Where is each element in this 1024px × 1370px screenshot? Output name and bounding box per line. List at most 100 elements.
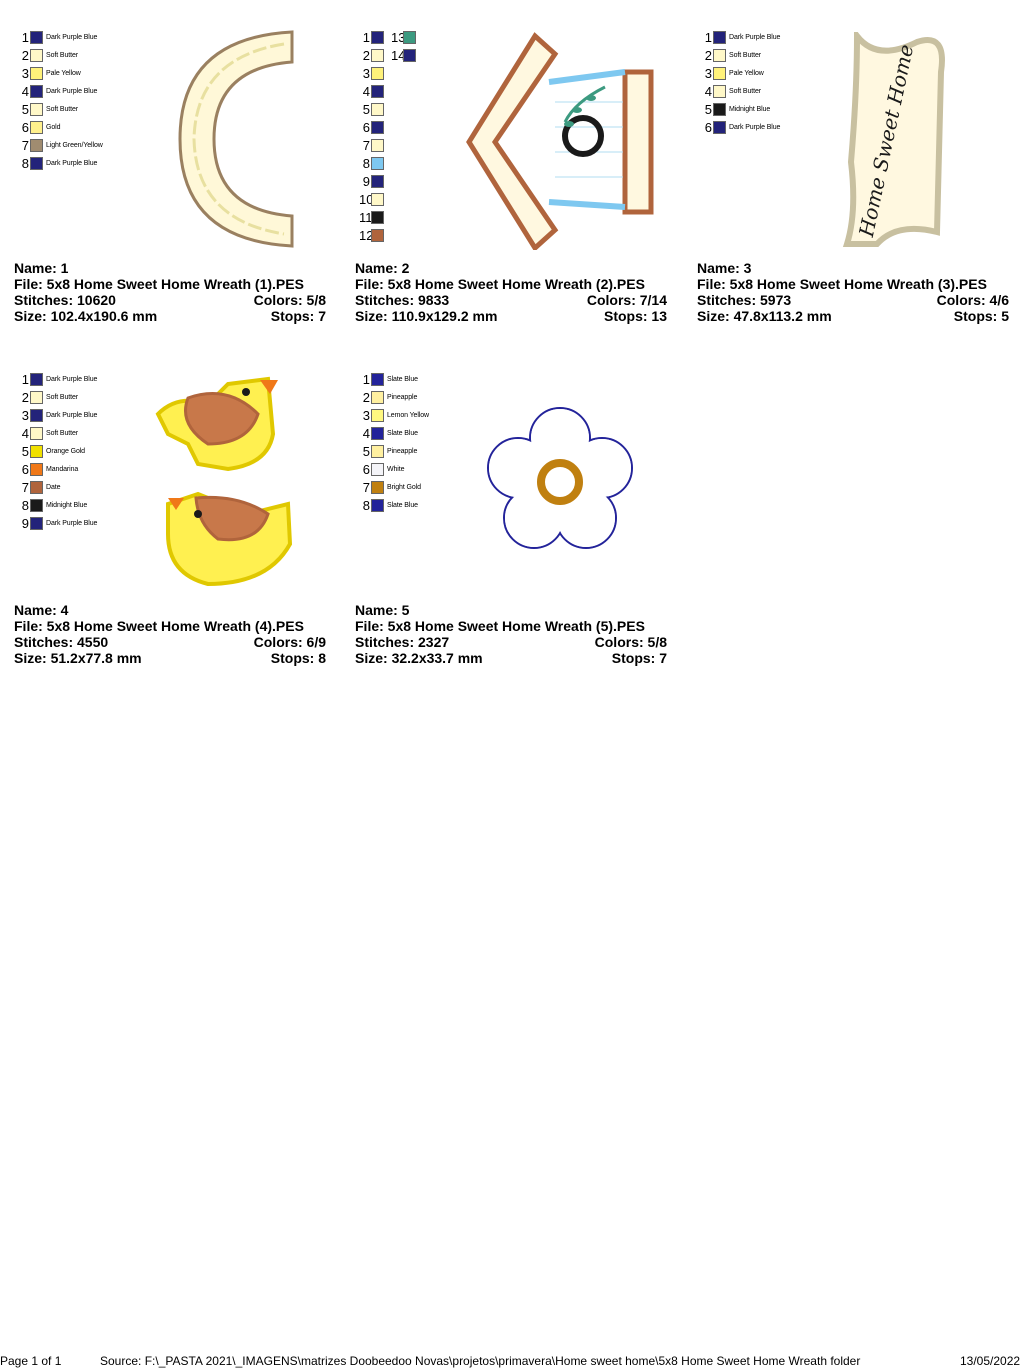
color-swatch	[371, 138, 384, 152]
color-name: Gold	[46, 123, 61, 131]
color-row: 6 Gold	[18, 118, 61, 136]
design-colors: Colors: 7/14	[586, 292, 667, 308]
color-number: 5	[21, 443, 29, 459]
color-swatch	[371, 210, 384, 224]
color-number: 6	[21, 119, 29, 135]
design-colors: Colors: 5/8	[594, 634, 667, 650]
source-path: Source: F:\_PASTA 2021\_IMAGENS\matrizes…	[100, 1354, 861, 1368]
color-name: Pineapple	[387, 393, 418, 401]
color-number: 12	[359, 227, 374, 243]
color-name: Soft Butter	[729, 51, 761, 59]
color-swatch	[371, 228, 384, 242]
design-stitches: Stitches: 5973	[697, 292, 792, 308]
color-row: 8 Slate Blue	[359, 496, 418, 514]
color-swatch	[371, 498, 384, 512]
color-row: 3 Pale Yellow	[701, 64, 764, 82]
design-size: Size: 110.9x129.2 mm	[355, 308, 498, 324]
letter-c-icon	[178, 30, 294, 248]
color-row: 3	[359, 64, 387, 82]
design-info: Name: 2 File: 5x8 Home Sweet Home Wreath…	[355, 260, 667, 324]
color-swatch	[371, 480, 384, 494]
color-swatch	[30, 30, 43, 44]
color-swatch	[30, 66, 43, 80]
color-swatch	[371, 102, 384, 116]
color-row: 7	[359, 136, 387, 154]
color-swatch	[30, 516, 43, 530]
color-row: 4 Soft Butter	[18, 424, 78, 442]
color-row: 4	[359, 82, 387, 100]
color-swatch	[30, 426, 43, 440]
color-name: Dark Purple Blue	[46, 33, 98, 41]
design-card-1: 1 Dark Purple Blue 2 Soft Butter 3 Pale Yello…	[14, 28, 334, 338]
design-file: File: 5x8 Home Sweet Home Wreath (3).PES	[697, 276, 987, 292]
color-row: 1 Dark Purple Blue	[701, 28, 781, 46]
color-name: Soft Butter	[46, 393, 78, 401]
color-number: 4	[21, 83, 29, 99]
color-name: Soft Butter	[46, 105, 78, 113]
color-name: Dark Purple Blue	[46, 375, 98, 383]
color-swatch	[371, 408, 384, 422]
color-number: 9	[362, 173, 370, 189]
color-row: 6 Dark Purple Blue	[701, 118, 781, 136]
color-swatch	[713, 66, 726, 80]
color-swatch	[371, 48, 384, 62]
color-row: 10	[359, 190, 387, 208]
color-swatch	[713, 120, 726, 134]
color-swatch	[30, 498, 43, 512]
color-swatch	[30, 480, 43, 494]
color-number: 4	[362, 425, 370, 441]
color-row: 5 Pineapple	[359, 442, 418, 460]
color-name: Slate Blue	[387, 429, 418, 437]
color-number: 3	[362, 65, 370, 81]
print-date: 13/05/2022	[960, 1354, 1021, 1368]
color-row: 2 Soft Butter	[18, 388, 78, 406]
design-card-5: 1 Slate Blue 2 Pineapple 3 Lemon Yellow 4 Slate…	[355, 370, 675, 680]
color-row: 8 Dark Purple Blue	[18, 154, 98, 172]
color-number: 3	[21, 65, 29, 81]
design-file: File: 5x8 Home Sweet Home Wreath (4).PES	[14, 618, 304, 634]
color-swatch	[371, 174, 384, 188]
design-file: File: 5x8 Home Sweet Home Wreath (5).PES	[355, 618, 645, 634]
color-swatch	[371, 372, 384, 386]
color-number: 2	[21, 47, 29, 63]
color-row: 4 Dark Purple Blue	[18, 82, 98, 100]
color-name: Dark Purple Blue	[729, 33, 781, 41]
design-card-3: 1 Dark Purple Blue 2 Soft Butter 3 Pale Yello…	[697, 28, 1017, 338]
color-row: 12	[359, 226, 387, 244]
color-swatch	[371, 462, 384, 476]
design-colors: Colors: 5/8	[253, 292, 326, 308]
color-number: 8	[362, 155, 370, 171]
color-number: 5	[704, 101, 712, 117]
color-number: 1	[362, 371, 370, 387]
design-stitches: Stitches: 4550	[14, 634, 109, 650]
color-number: 5	[362, 443, 370, 459]
color-swatch	[30, 156, 43, 170]
color-name: Pale Yellow	[729, 69, 764, 77]
color-number: 7	[362, 479, 370, 495]
birdhouse-icon	[466, 32, 654, 250]
color-row: 6 White	[359, 460, 405, 478]
banner-icon: Home Sweet Home	[842, 32, 945, 247]
color-swatch	[371, 30, 384, 44]
color-swatch	[713, 84, 726, 98]
color-swatch	[30, 390, 43, 404]
birds-icon	[155, 376, 293, 587]
color-row: 4 Soft Butter	[701, 82, 761, 100]
color-number: 2	[704, 47, 712, 63]
color-number: 8	[362, 497, 370, 513]
design-size: Size: 51.2x77.8 mm	[14, 650, 142, 666]
design-stops: Stops: 5	[953, 308, 1009, 324]
design-card-4: 1 Dark Purple Blue 2 Soft Butter 3 Dark Purpl…	[14, 370, 334, 680]
color-row: 3 Lemon Yellow	[359, 406, 429, 424]
color-row: 3 Dark Purple Blue	[18, 406, 98, 424]
color-number: 14	[391, 47, 406, 63]
color-swatch	[371, 426, 384, 440]
color-number: 6	[704, 119, 712, 135]
color-row: 4 Slate Blue	[359, 424, 418, 442]
color-number: 1	[704, 29, 712, 45]
color-name: Midnight Blue	[46, 501, 88, 509]
color-number: 11	[359, 209, 373, 225]
color-swatch	[713, 48, 726, 62]
color-number: 6	[362, 119, 370, 135]
color-swatch	[371, 390, 384, 404]
